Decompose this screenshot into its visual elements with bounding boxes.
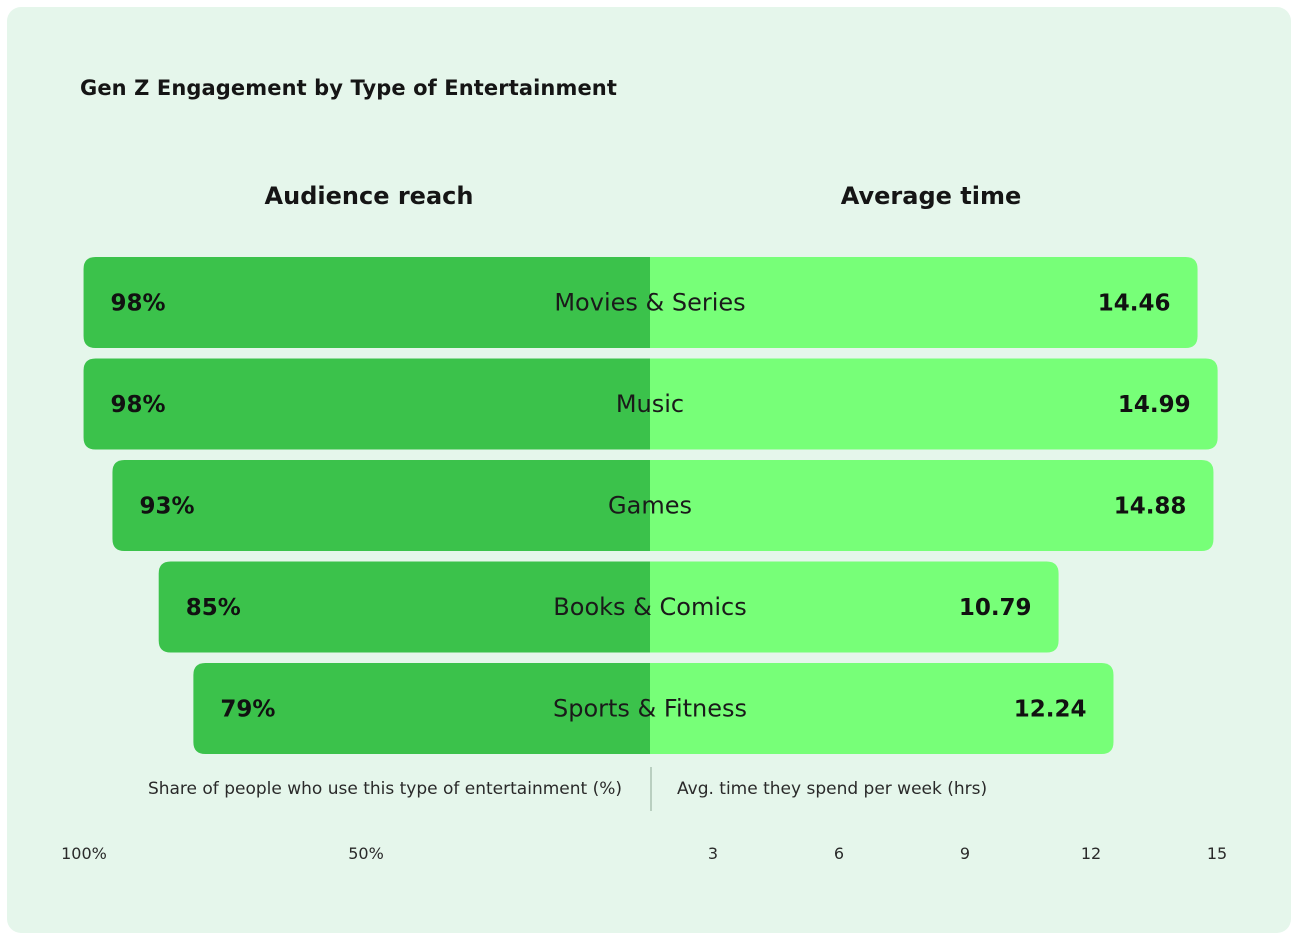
time-tick-label: 12 — [1080, 844, 1102, 863]
left-axis-label: Share of people who use this type of ent… — [147, 779, 622, 799]
right-panel-title: Average time — [840, 182, 1022, 210]
reach-bar — [112, 460, 650, 551]
reach-bar — [83, 257, 650, 348]
category-label: Sports & Fitness — [553, 695, 747, 723]
reach-value-label: 85% — [186, 595, 241, 621]
category-label: Movies & Series — [554, 289, 745, 317]
reach-value-label: 93% — [139, 494, 194, 520]
time-value-label: 14.46 — [1098, 291, 1171, 317]
reach-bar — [193, 663, 650, 754]
left-panel-title: Audience reach — [264, 182, 474, 210]
time-tick-label: 6 — [833, 844, 845, 863]
category-label: Music — [616, 390, 684, 418]
chart-title: Gen Z Engagement by Type of Entertainmen… — [80, 76, 617, 100]
time-bar — [650, 358, 1218, 450]
time-bar — [650, 257, 1198, 348]
category-label: Books & Comics — [553, 593, 746, 621]
time-value-label: 12.24 — [1014, 697, 1087, 723]
time-tick-label: 15 — [1206, 844, 1228, 863]
reach-bar — [158, 561, 650, 653]
reach-value-label: 79% — [220, 697, 275, 723]
right-axis-label: Avg. time they spend per week (hrs) — [677, 779, 988, 799]
time-tick-label: 9 — [959, 844, 971, 863]
reach-tick-label: 50% — [348, 844, 384, 863]
axis-divider — [650, 767, 652, 811]
time-tick-label: 3 — [707, 844, 719, 863]
reach-bar — [83, 358, 650, 450]
time-value-label: 14.88 — [1114, 494, 1187, 520]
reach-tick-label: 100% — [61, 844, 107, 863]
time-value-label: 14.99 — [1118, 392, 1191, 418]
time-bar — [650, 561, 1059, 653]
time-bar — [650, 460, 1214, 551]
time-bar — [650, 663, 1114, 754]
category-label: Games — [608, 492, 692, 520]
reach-value-label: 98% — [111, 291, 166, 317]
time-value-label: 10.79 — [959, 595, 1032, 621]
reach-value-label: 98% — [111, 392, 166, 418]
